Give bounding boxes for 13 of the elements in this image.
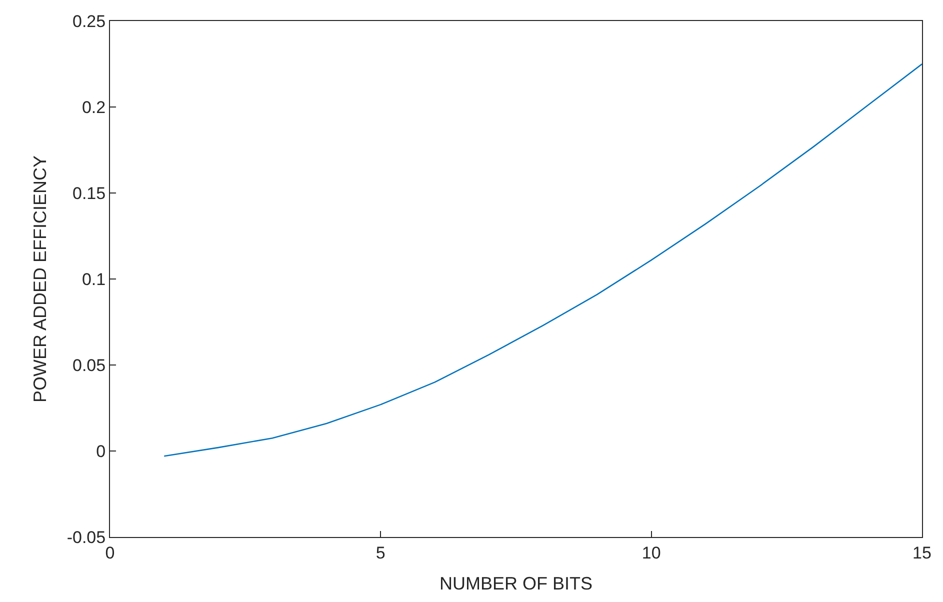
x-tick-label: 15 xyxy=(912,543,932,562)
x-tick-label: 5 xyxy=(376,543,386,562)
y-tick-label: 0.25 xyxy=(72,12,106,31)
y-tick-label: 0 xyxy=(96,442,106,461)
x-tick-label: 10 xyxy=(642,543,661,562)
y-tick-label: 0.05 xyxy=(72,356,106,375)
y-tick-label: 0.2 xyxy=(82,98,106,117)
y-tick-label: 0.1 xyxy=(82,270,106,289)
y-tick-label: -0.05 xyxy=(66,528,106,547)
y-axis-title: POWER ADDED EFFICIENCY xyxy=(30,155,50,403)
line-series xyxy=(163,63,922,457)
x-axis-title: NUMBER OF BITS xyxy=(439,574,593,594)
y-tick-label: 0.15 xyxy=(72,184,106,203)
